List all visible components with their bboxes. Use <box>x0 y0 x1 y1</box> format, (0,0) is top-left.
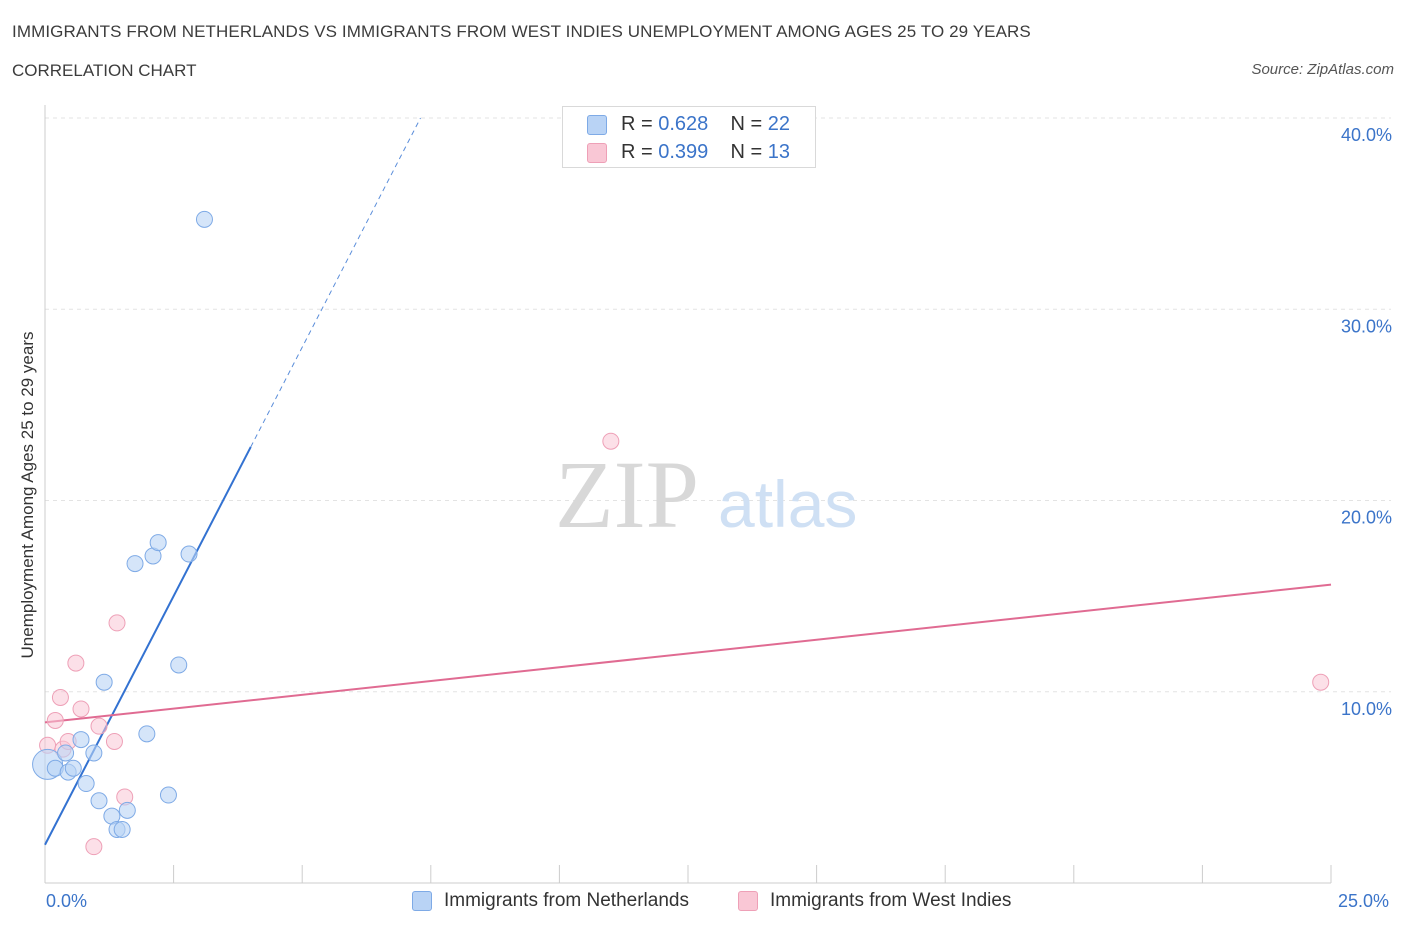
point-netherlands-18 <box>159 786 177 804</box>
y-tick-labels: 10.0% 20.0% 30.0% 40.0% <box>1341 125 1392 719</box>
chart-title: IMMIGRANTS FROM NETHERLANDS VS IMMIGRANT… <box>12 22 1031 41</box>
point-netherlands-8 <box>90 792 108 810</box>
x-tick-label-min: 0.0% <box>46 891 88 911</box>
westindies-legend-swatch <box>738 891 758 911</box>
r-value: 0.628 <box>658 113 709 135</box>
r-value: 0.399 <box>658 141 709 163</box>
westindies-swatch <box>587 143 607 163</box>
trend-line-westindies <box>44 583 1332 724</box>
x-tick-label-max: 25.0% <box>1338 891 1390 911</box>
point-netherlands-4 <box>64 759 82 777</box>
point-netherlands-2 <box>57 744 75 762</box>
stats-text-westindies: R = 0.399 N = 13 <box>621 141 790 164</box>
netherlands-swatch <box>587 115 607 135</box>
point-netherlands-17 <box>149 534 167 552</box>
chart-subtitle: CORRELATION CHART <box>12 61 197 80</box>
n-value: 13 <box>767 141 791 163</box>
trend-line-netherlands <box>44 446 252 846</box>
n-label: N = <box>730 141 768 163</box>
legend-label-netherlands: Immigrants from Netherlands <box>444 890 689 911</box>
point-netherlands-15 <box>138 725 156 743</box>
legend-label-westindies: Immigrants from West Indies <box>770 890 1012 911</box>
point-westindies-13 <box>1312 673 1330 691</box>
point-westindies-7 <box>85 838 103 856</box>
point-netherlands-13 <box>118 801 136 819</box>
point-netherlands-5 <box>72 731 90 749</box>
point-netherlands-14 <box>126 555 144 573</box>
point-westindies-10 <box>108 614 126 632</box>
point-netherlands-12 <box>113 820 131 838</box>
n-label: N = <box>730 113 768 135</box>
y-tick-label-2: 30.0% <box>1341 316 1392 336</box>
point-westindies-12 <box>602 432 620 450</box>
point-westindies-6 <box>72 700 90 718</box>
stats-legend: R = 0.628 N = 22 R = 0.399 N = 13 <box>562 106 816 168</box>
trend-line-netherlands-extension <box>250 117 421 448</box>
y-tick-label-1: 20.0% <box>1341 508 1392 528</box>
point-netherlands-7 <box>85 744 103 762</box>
y-tick-label-0: 10.0% <box>1341 699 1392 719</box>
r-label: R = <box>621 141 659 163</box>
point-westindies-5 <box>67 654 85 672</box>
point-netherlands-6 <box>77 775 95 793</box>
point-westindies-8 <box>90 717 108 735</box>
series-legend: Immigrants from Netherlands Immigrants f… <box>0 888 1406 918</box>
watermark: ZIP atlas <box>555 441 857 548</box>
trend-lines <box>44 117 1332 846</box>
source-label: Source: ZipAtlas.com <box>1251 61 1394 78</box>
grid-lines <box>45 117 1391 693</box>
n-value: 22 <box>767 113 791 135</box>
point-westindies-1 <box>46 711 64 729</box>
netherlands-legend-swatch <box>412 891 432 911</box>
watermark-atlas: atlas <box>718 467 857 541</box>
y-tick-label-3: 40.0% <box>1341 125 1392 145</box>
point-netherlands-21 <box>195 210 213 228</box>
r-label: R = <box>621 113 659 135</box>
point-netherlands-19 <box>170 656 188 674</box>
y-axis-label: Unemployment Among Ages 25 to 29 years <box>18 331 37 659</box>
data-points <box>32 210 1330 856</box>
stats-text-netherlands: R = 0.628 N = 22 <box>621 113 790 136</box>
watermark-zip: ZIP <box>555 441 699 548</box>
point-westindies-9 <box>105 732 123 750</box>
point-netherlands-9 <box>95 673 113 691</box>
point-netherlands-20 <box>180 545 198 563</box>
point-westindies-2 <box>51 688 69 706</box>
